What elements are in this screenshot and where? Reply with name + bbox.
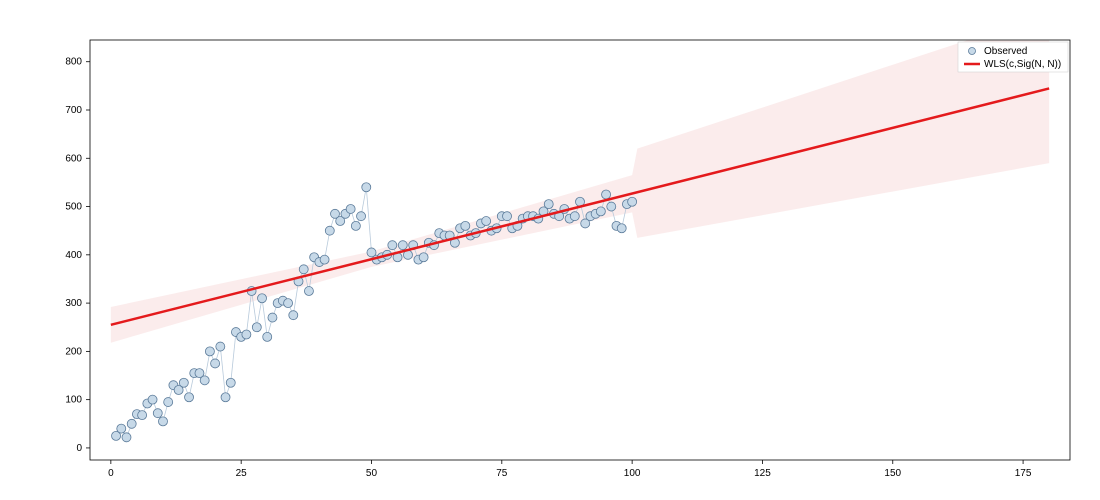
observed-point	[607, 202, 616, 211]
observed-point	[127, 419, 136, 428]
x-tick-label: 175	[1015, 468, 1032, 479]
observed-point	[398, 241, 407, 250]
observed-point	[570, 212, 579, 221]
observed-point	[148, 395, 157, 404]
x-tick-label: 100	[624, 468, 641, 479]
observed-point	[419, 253, 428, 262]
observed-point	[221, 393, 230, 402]
observed-point	[252, 323, 261, 332]
observed-point	[216, 342, 225, 351]
observed-point	[482, 217, 491, 226]
observed-point	[362, 183, 371, 192]
y-tick-label: 400	[65, 250, 82, 261]
observed-point	[205, 347, 214, 356]
observed-point	[242, 330, 251, 339]
y-tick-label: 0	[76, 443, 82, 454]
x-tick-label: 0	[108, 468, 114, 479]
observed-point	[503, 212, 512, 221]
observed-point	[602, 190, 611, 199]
observed-point	[185, 393, 194, 402]
x-tick-label: 75	[496, 468, 508, 479]
observed-point	[346, 204, 355, 213]
observed-point	[299, 265, 308, 274]
observed-point	[325, 226, 334, 235]
observed-point	[596, 207, 605, 216]
observed-point	[284, 299, 293, 308]
observed-point	[179, 378, 188, 387]
y-tick-label: 200	[65, 346, 82, 357]
observed-point	[388, 241, 397, 250]
observed-point	[628, 197, 637, 206]
observed-point	[122, 433, 131, 442]
observed-point	[164, 398, 173, 407]
regression-chart: 0 25 50 75 100 125 150 175 0 100 200 300 400 500 600 70…	[0, 0, 1100, 500]
observed-point	[117, 424, 126, 433]
x-tick-label: 25	[236, 468, 248, 479]
observed-point	[357, 212, 366, 221]
observed-point	[268, 313, 277, 322]
observed-point	[226, 378, 235, 387]
chart-container: 0 25 50 75 100 125 150 175 0 100 200 300 400 500 600 70…	[0, 0, 1100, 500]
observed-point	[211, 359, 220, 368]
y-tick-label: 700	[65, 105, 82, 116]
x-tick-label: 125	[754, 468, 771, 479]
legend-label-wls: WLS(c,Sig(N, N))	[984, 59, 1061, 70]
observed-point	[263, 332, 272, 341]
y-tick-label: 500	[65, 202, 82, 213]
observed-point	[200, 376, 209, 385]
y-tick-label: 100	[65, 395, 82, 406]
observed-point	[158, 417, 167, 426]
legend-label-observed: Observed	[984, 46, 1027, 57]
x-tick-label: 150	[884, 468, 901, 479]
observed-point	[153, 409, 162, 418]
y-tick-label: 600	[65, 153, 82, 164]
observed-point	[258, 294, 267, 303]
observed-point	[320, 255, 329, 264]
legend: Observed WLS(c,Sig(N, N))	[958, 42, 1068, 72]
observed-point	[461, 221, 470, 230]
observed-point	[138, 411, 147, 420]
y-tick-label: 300	[65, 298, 82, 309]
observed-point	[544, 200, 553, 209]
observed-point	[351, 221, 360, 230]
observed-point	[304, 287, 313, 296]
x-tick-label: 50	[366, 468, 378, 479]
observed-point	[617, 224, 626, 233]
observed-point	[289, 311, 298, 320]
y-tick-label: 800	[65, 57, 82, 68]
legend-marker-observed	[969, 48, 976, 55]
